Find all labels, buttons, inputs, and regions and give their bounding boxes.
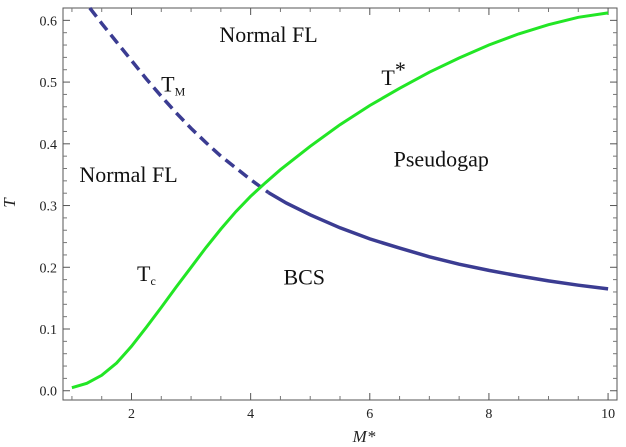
tstar-curve [71, 11, 609, 390]
y-tick-label: 0.2 [40, 261, 58, 276]
y-axis-ticks: 0.0 0.1 0.2 0.3 0.4 0.5 0.6 [40, 14, 617, 400]
curves [71, 6, 609, 390]
pseudogap-label: Pseudogap [394, 147, 489, 172]
y-tick-label: 0.1 [40, 323, 58, 338]
normal-fl-top-label: Normal FL [219, 22, 317, 47]
x-tick-label: 6 [366, 407, 373, 422]
tstar-label: T* [381, 57, 405, 90]
bcs-label: BCS [283, 265, 325, 290]
y-tick-label: 0.3 [40, 200, 58, 215]
x-tick-label: 2 [128, 407, 135, 422]
tm-curve-dashed [88, 6, 270, 195]
x-axis-ticks: 2 4 6 8 10 [71, 8, 615, 422]
y-tick-label: 0.6 [40, 14, 58, 29]
y-axis-label: T [0, 197, 19, 208]
x-tick-label: 4 [247, 407, 254, 422]
y-tick-label: 0.0 [40, 385, 58, 400]
normal-fl-left-label: Normal FL [79, 162, 177, 187]
y-tick-label: 0.4 [40, 138, 58, 153]
x-axis-label: M* [352, 427, 376, 446]
tm-label: TM [161, 71, 185, 98]
x-tick-label: 8 [485, 407, 492, 422]
y-tick-label: 0.5 [40, 76, 58, 91]
tm-curve-solid [267, 191, 609, 291]
plot-frame [62, 7, 618, 401]
x-tick-label: 10 [601, 407, 615, 422]
tc-label: Tc [137, 261, 156, 288]
annotations: Normal FL Normal FL Pseudogap BCS TM Tc T* [79, 22, 489, 290]
